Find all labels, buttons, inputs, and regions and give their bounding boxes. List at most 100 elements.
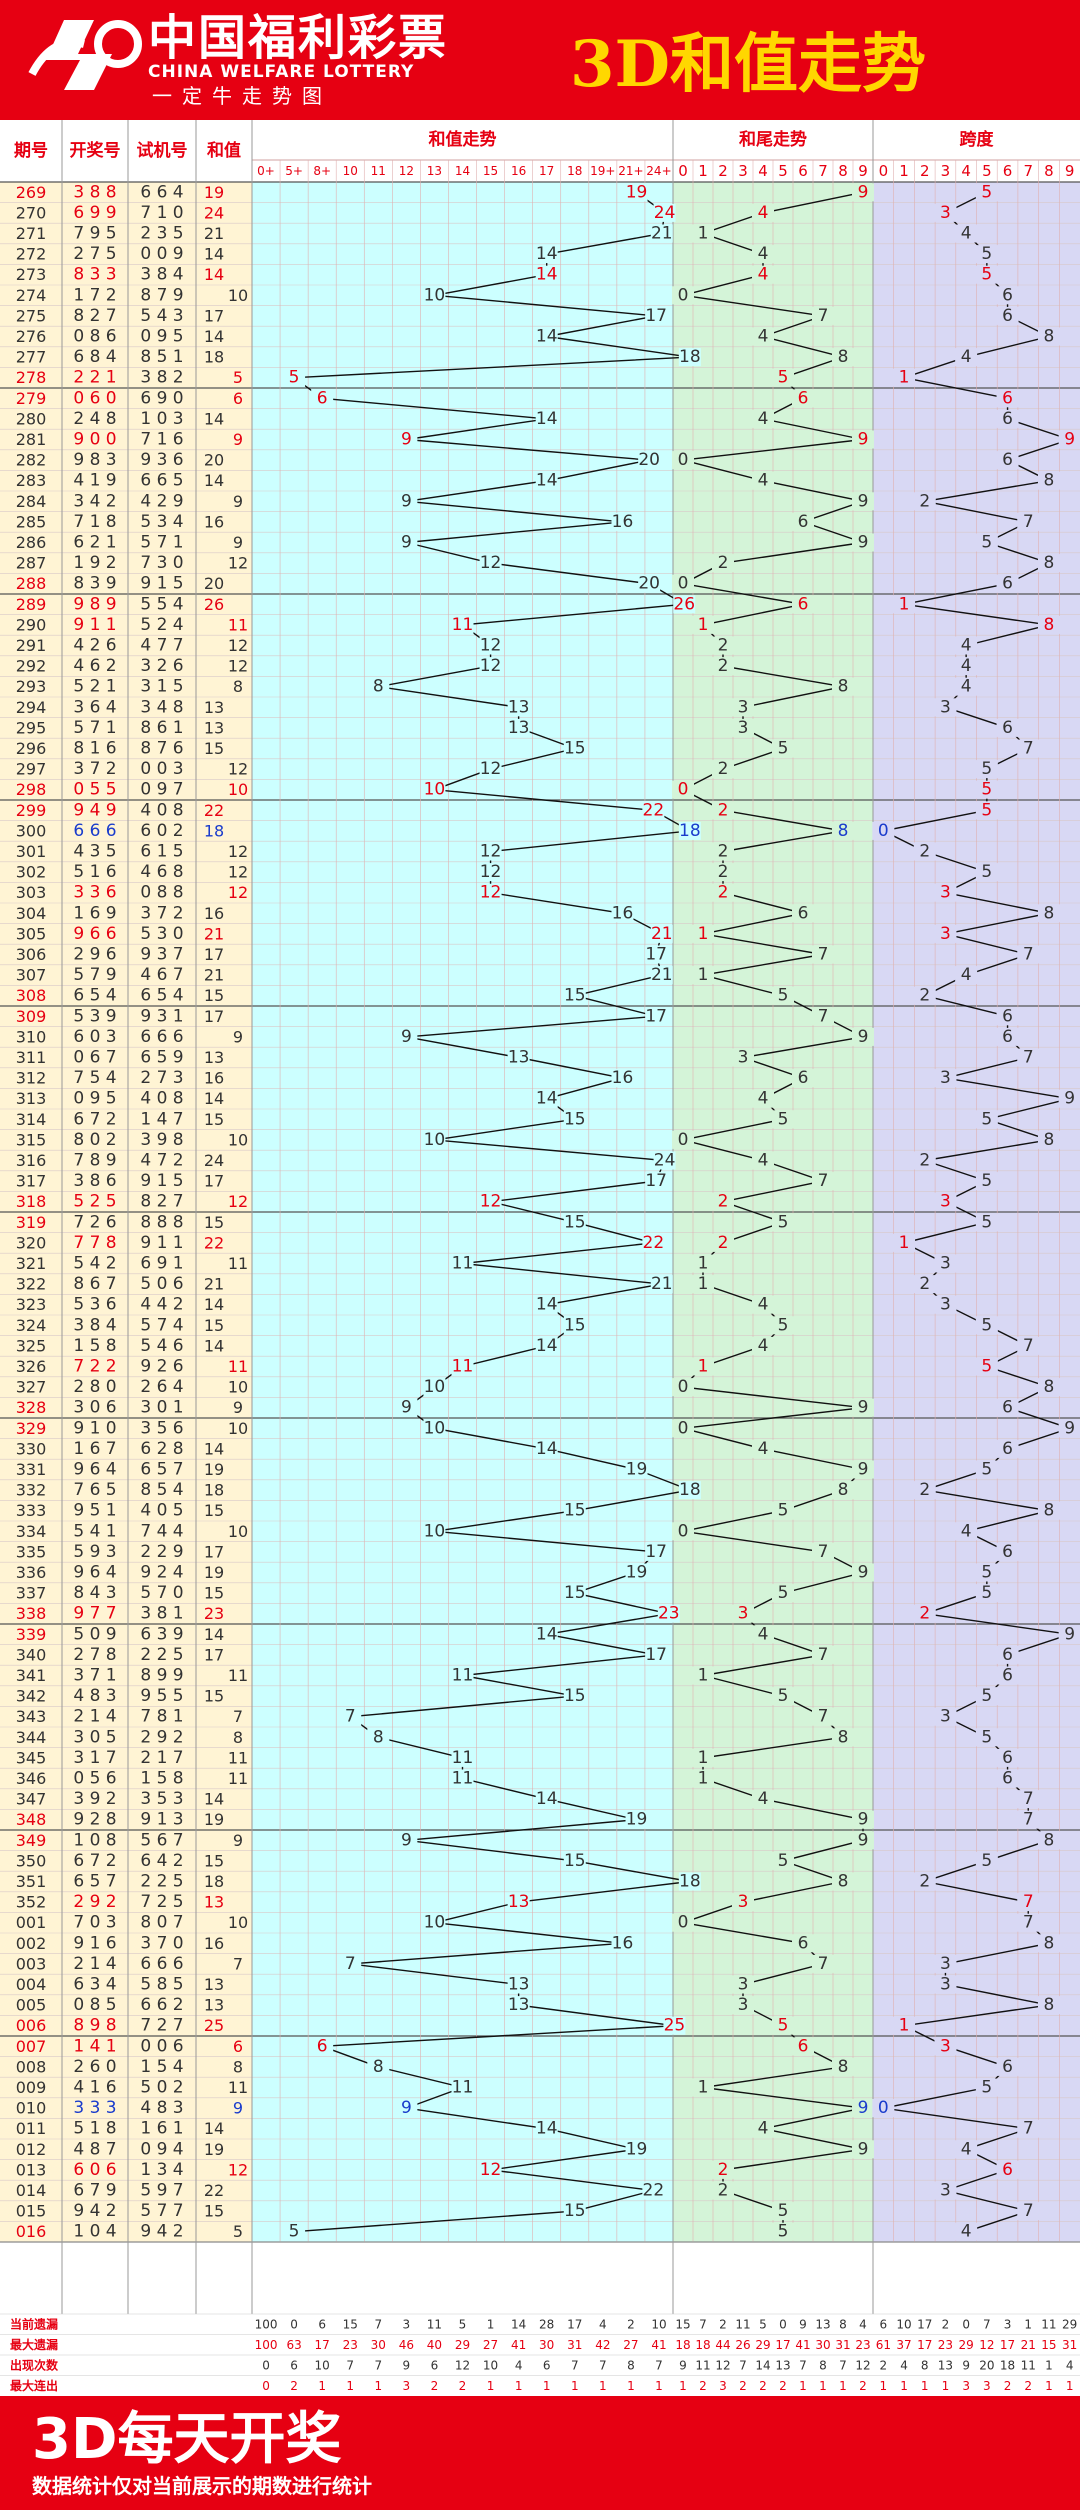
period-cell: 310: [16, 1027, 47, 1046]
tail-point-bg: [692, 924, 714, 943]
test-number-cell: 6 5 7: [140, 1460, 183, 1480]
span-point-label: 7: [1023, 512, 1034, 532]
tail-subheader-7: 7: [818, 162, 828, 180]
draw-number-cell: 0 5 6: [73, 1769, 116, 1789]
tail-subheader-6: 6: [798, 162, 808, 180]
test-number-cell: 8 8 8: [140, 1212, 183, 1232]
tail-point-label: 9: [858, 182, 869, 202]
sum-value-cell: 25: [204, 2016, 224, 2035]
span-point-label: 6: [1002, 306, 1013, 326]
sum-point-label: 15: [564, 1583, 586, 1603]
sum-value-cell: 18: [204, 1481, 224, 1500]
stats-tail-value: 9: [679, 2358, 687, 2372]
draw-number-cell: 6 3 4: [73, 1975, 116, 1995]
test-number-cell: 6 6 5: [140, 471, 183, 491]
span-subheader-5: 5: [982, 162, 992, 180]
period-cell: 294: [16, 698, 47, 717]
stats-sum-value: 1: [318, 2379, 326, 2393]
period-cell: 005: [16, 1996, 47, 2015]
tail-point-label: 0: [678, 574, 689, 594]
stats-sum-value: 4: [599, 2317, 607, 2331]
draw-number-cell: 6 6 6: [73, 821, 116, 841]
stats-sum-value: 7: [346, 2358, 354, 2372]
test-number-cell: 6 5 4: [140, 986, 183, 1006]
span-point-bg: [913, 1151, 936, 1170]
stats-sum-value: 10: [651, 2317, 666, 2331]
sum-point-label: 17: [645, 1006, 667, 1026]
test-number-cell: 9 1 5: [140, 574, 183, 594]
sum-point-bg: [563, 1110, 586, 1129]
draw-number-cell: 6 5 4: [73, 986, 116, 1006]
span-trend-line: [881, 191, 1072, 2233]
sum-point-bg: [423, 1130, 446, 1149]
sum-point-bg: [535, 327, 558, 346]
period-cell: 333: [16, 1501, 47, 1520]
stats-sum-value: 0: [262, 2379, 270, 2393]
draw-number-cell: 8 9 8: [73, 2016, 116, 2036]
span-point-bg: [1037, 904, 1060, 923]
span-point-bg: [934, 1192, 957, 1211]
logo-english-text: CHINA WELFARE LOTTERY: [148, 62, 415, 82]
sum-subheader-9: 16: [511, 164, 526, 178]
period-cell: 289: [16, 595, 47, 614]
span-point-label: 3: [940, 1954, 951, 1974]
tail-point-label: 0: [678, 1521, 689, 1541]
draw-number-cell: 8 0 2: [73, 1130, 116, 1150]
sum-point-bg: [650, 966, 673, 985]
period-cell: 295: [16, 718, 47, 737]
sum-value-cell: 15: [204, 1687, 224, 1706]
stats-span-value: 1: [900, 2379, 908, 2393]
sum-point-bg: [395, 533, 418, 552]
sum-point-bg: [423, 286, 446, 305]
period-cell: 335: [16, 1542, 47, 1561]
sum-point-bg: [423, 1913, 446, 1932]
stats-span-value: 10: [896, 2317, 911, 2331]
test-number-cell: 5 3 4: [140, 512, 183, 532]
draw-number-cell: 2 9 6: [73, 945, 116, 965]
test-number-cell: 8 7 6: [140, 739, 183, 759]
stats-span-value: 11: [1041, 2317, 1056, 2331]
span-point-bg: [975, 183, 998, 202]
sum-subheader-4: 11: [371, 164, 386, 178]
tail-point-bg: [812, 1707, 834, 1726]
draw-number-cell: 6 7 2: [73, 1109, 116, 1129]
sum-point-bg: [563, 2202, 586, 2221]
sum-point-bg: [339, 1954, 362, 1973]
test-number-cell: 6 1 5: [140, 842, 183, 862]
span-point-label: 5: [981, 1727, 992, 1747]
span-point-bg: [996, 1769, 1019, 1788]
draw-number-cell: 9 4 9: [73, 800, 116, 820]
tail-point-bg: [812, 945, 834, 964]
tail-point-bg: [812, 1954, 834, 1973]
span-point-bg: [975, 1460, 998, 1479]
stats-sum-value: 2: [431, 2379, 439, 2393]
period-cell: 320: [16, 1233, 47, 1252]
span-point-bg: [996, 574, 1019, 593]
sum-value-cell: 23: [204, 1604, 224, 1623]
span-point-label: 7: [1023, 1913, 1034, 1933]
sum-value-cell: 11: [228, 2078, 248, 2097]
sum-value-cell: 26: [204, 595, 224, 614]
span-point-label: 4: [961, 1521, 972, 1541]
span-point-bg: [1017, 739, 1040, 758]
span-point-label: 2: [919, 1480, 930, 1500]
sum-point-label: 9: [401, 1830, 412, 1850]
draw-number-cell: 6 0 3: [73, 1027, 116, 1047]
draw-number-cell: 1 0 4: [73, 2222, 116, 2242]
test-number-cell: 8 0 7: [140, 1913, 183, 1933]
sum-point-label: 13: [508, 1995, 530, 2015]
span-point-bg: [975, 801, 998, 820]
test-number-cell: 9 4 2: [140, 2222, 183, 2242]
sum-point-label: 15: [564, 1501, 586, 1521]
test-number-cell: 7 2 7: [140, 2016, 183, 2036]
sum-point-bg: [535, 1089, 558, 1108]
tail-point-bg: [852, 1027, 874, 1046]
sum-point-label: 21: [651, 224, 673, 244]
tail-point-label: 6: [798, 1933, 809, 1953]
sum-value-cell: 16: [204, 1069, 224, 1088]
period-cell: 338: [16, 1604, 47, 1623]
sum-value-cell: 13: [204, 698, 224, 717]
span-point-bg: [996, 1027, 1019, 1046]
period-cell: 001: [16, 1913, 47, 1932]
tail-point-label: 2: [718, 862, 729, 882]
